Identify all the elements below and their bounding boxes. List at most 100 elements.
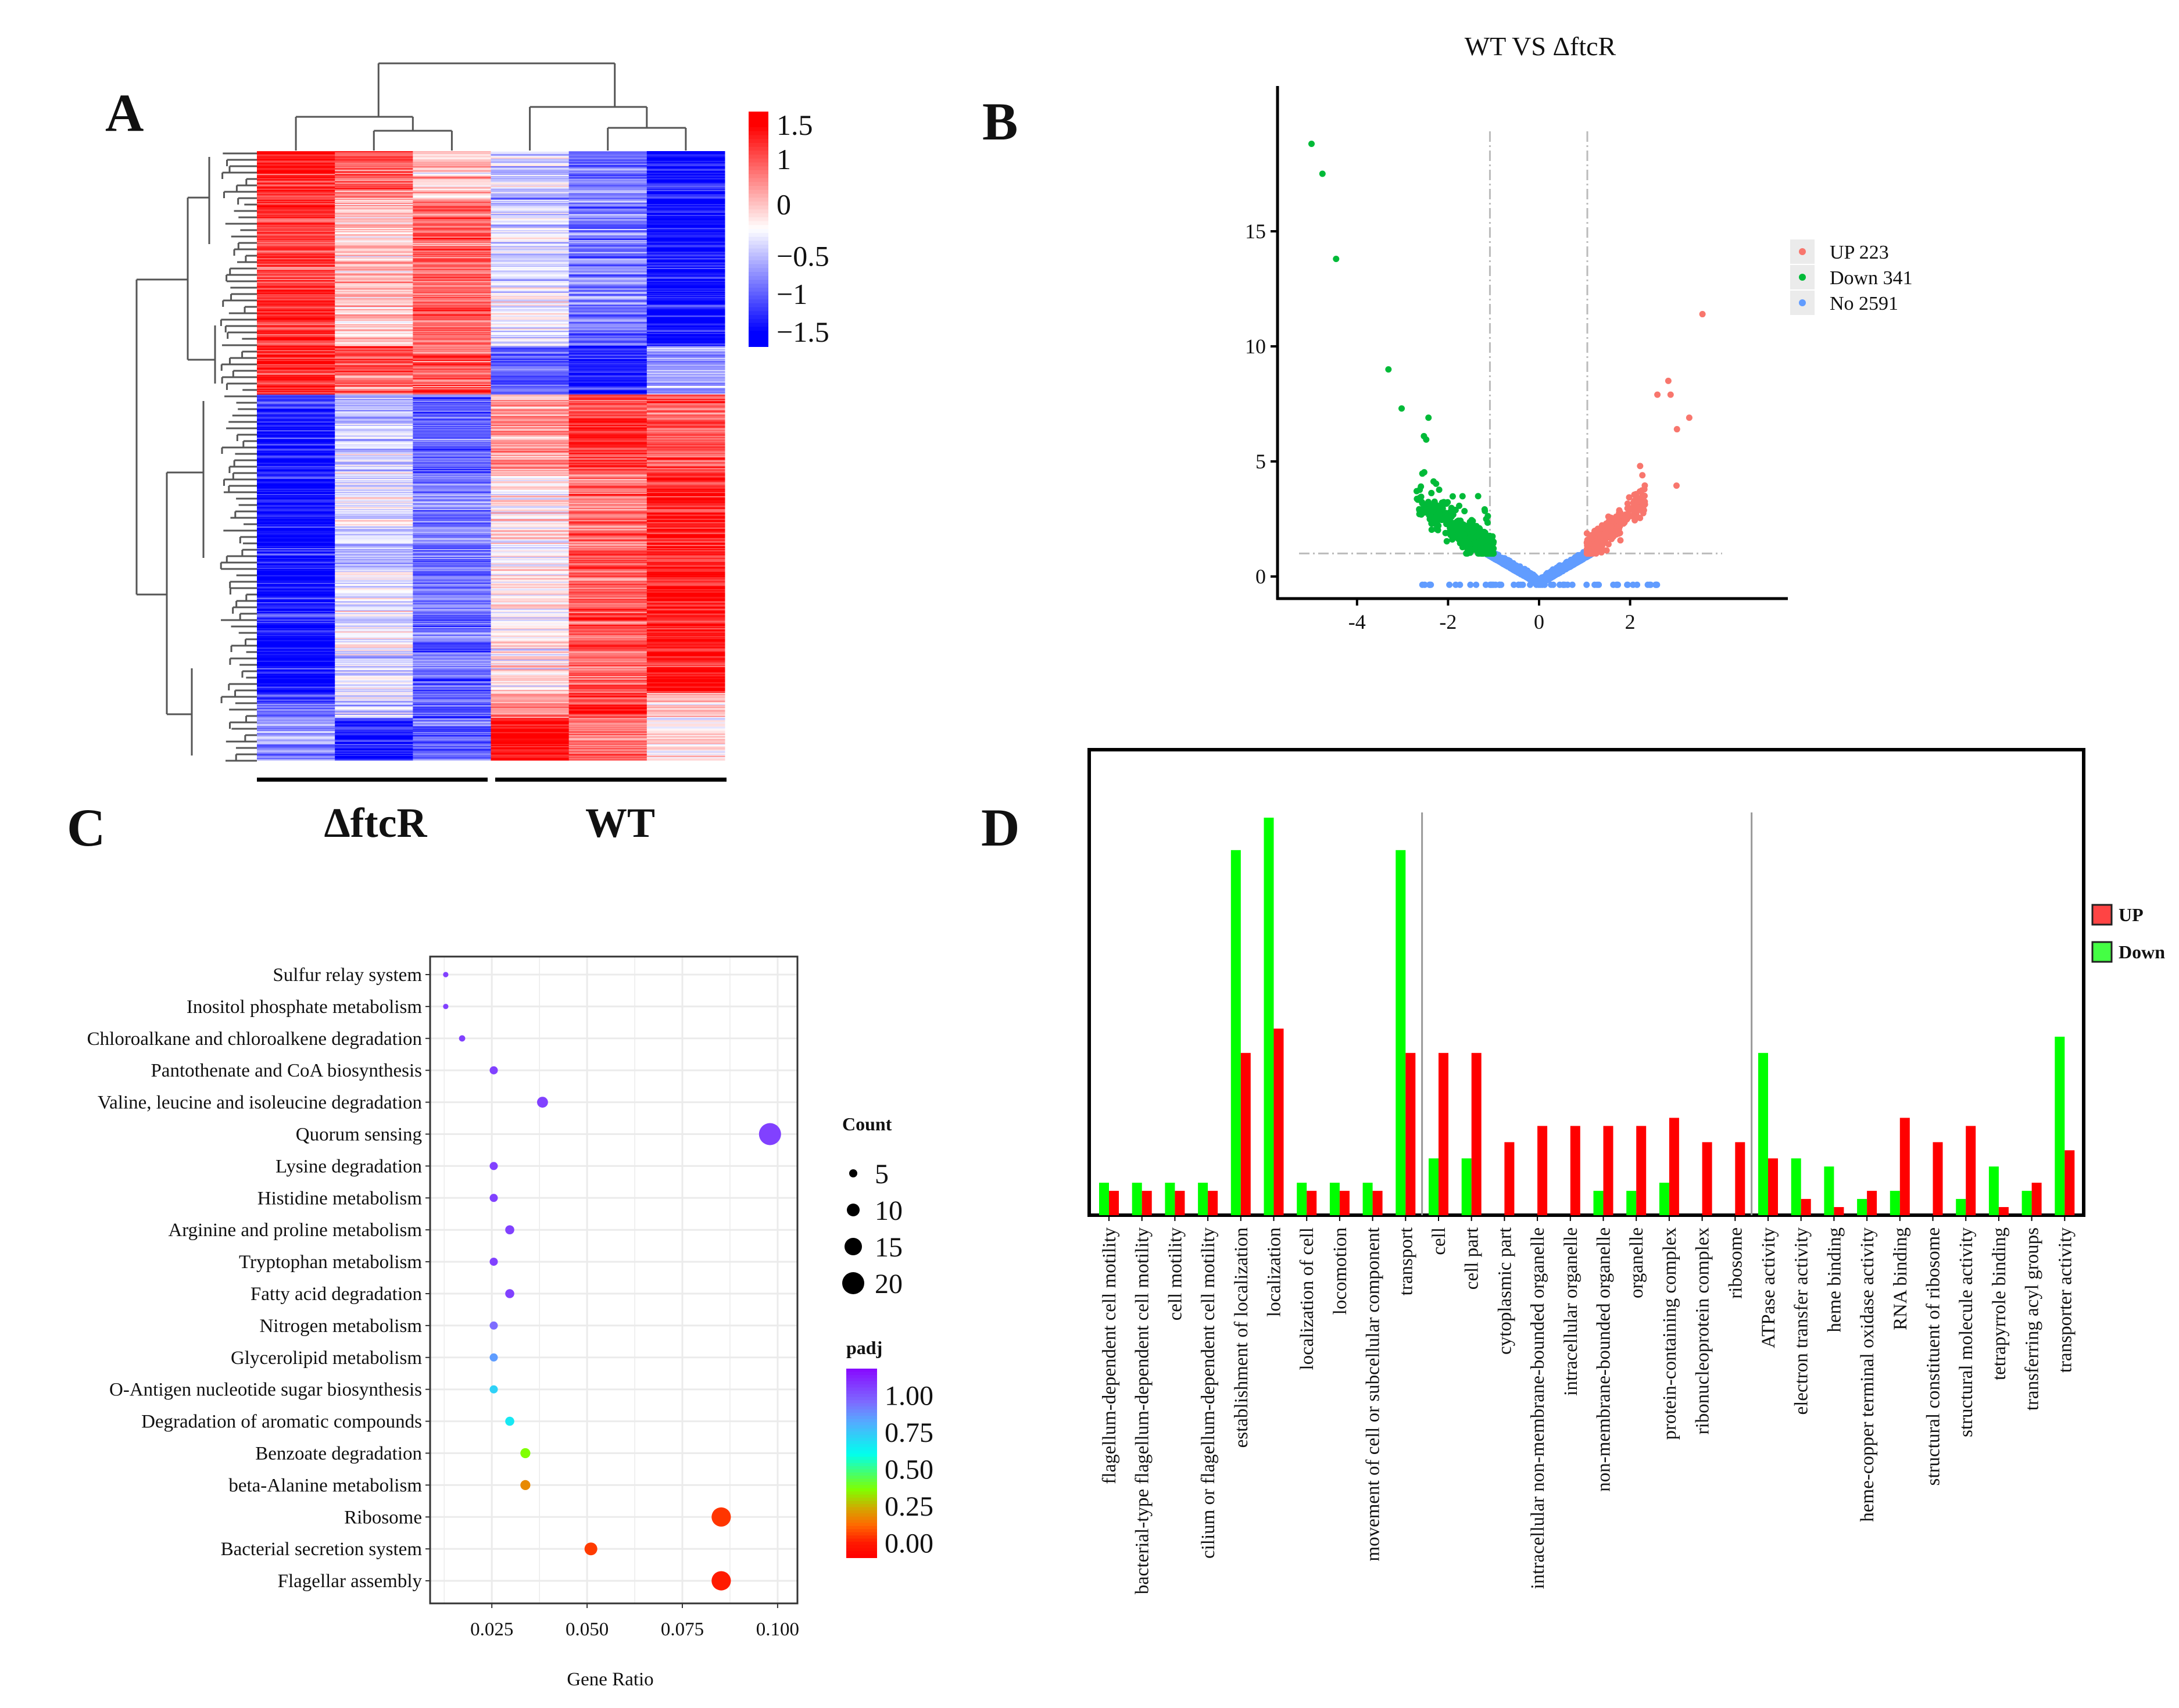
- heatmap-cell: [568, 511, 647, 513]
- heatmap-cell: [491, 666, 570, 668]
- heatmap-cell: [491, 682, 570, 684]
- heatmap-cell: [257, 261, 335, 263]
- heatmap-cell: [568, 607, 647, 610]
- heatmap-cell: [335, 679, 413, 681]
- heatmap-cell: [413, 391, 491, 393]
- heatmap-cell: [646, 456, 725, 458]
- heatmap-cell: [413, 525, 491, 527]
- heatmap-cell: [491, 720, 570, 722]
- heatmap-cell: [335, 474, 413, 477]
- heatmap-cell: [568, 263, 647, 266]
- heatmap-cell: [646, 442, 725, 444]
- heatmap-cell: [491, 689, 570, 690]
- heatmap-cell: [646, 522, 725, 524]
- heatmap-cell: [568, 425, 647, 428]
- heatmap-cell: [491, 714, 570, 717]
- heatmap-cell: [413, 416, 491, 418]
- heatmap-cell: [568, 355, 647, 357]
- heatmap-cell: [491, 527, 570, 529]
- heatmap-cell: [413, 442, 491, 444]
- heatmap-cell: [335, 235, 413, 237]
- heatmap-cell: [646, 288, 725, 290]
- heatmap-cell: [568, 473, 647, 475]
- heatmap-cell: [413, 243, 491, 245]
- heatmap-cell: [335, 281, 413, 282]
- heatmap-cell: [335, 717, 413, 719]
- heatmap-cell: [568, 720, 647, 722]
- heatmap-cell: [257, 723, 335, 725]
- heatmap-cell: [335, 213, 413, 214]
- heatmap-cell: [257, 542, 335, 545]
- heatmap-cell: [257, 220, 335, 222]
- heatmap-cell: [335, 468, 413, 470]
- heatmap-cell: [335, 689, 413, 690]
- heatmap-cell: [646, 556, 725, 557]
- heatmap-cell: [491, 590, 570, 592]
- heatmap-cell: [257, 688, 335, 689]
- heatmap-cell: [335, 467, 413, 469]
- heatmap-cell: [335, 165, 413, 167]
- heatmap-cell: [491, 543, 570, 546]
- heatmap-cell: [257, 588, 335, 590]
- heatmap-cell: [568, 524, 647, 526]
- heatmap-cell: [335, 692, 413, 694]
- heatmap-cell: [568, 325, 647, 327]
- heatmap-cell: [646, 746, 725, 748]
- heatmap-cell: [413, 356, 491, 359]
- heatmap-cell: [413, 154, 491, 156]
- heatmap-cell: [413, 565, 491, 567]
- heatmap-cell: [646, 553, 725, 556]
- heatmap-cell: [646, 560, 725, 562]
- heatmap-cell: [257, 528, 335, 531]
- heatmap-cell: [491, 564, 570, 566]
- heatmap-cell: [335, 223, 413, 225]
- heatmap-cell: [568, 316, 647, 318]
- heatmap-cell: [568, 350, 647, 352]
- heatmap-cell: [568, 444, 647, 446]
- heatmap-cell: [646, 611, 725, 613]
- heatmap-cell: [646, 381, 725, 384]
- heatmap-cell: [335, 484, 413, 486]
- heatmap-cell: [646, 427, 725, 429]
- heatmap-cell: [335, 612, 413, 614]
- heatmap-cell: [491, 246, 570, 248]
- heatmap-cell: [491, 343, 570, 345]
- heatmap-cell: [257, 296, 335, 298]
- heatmap-cell: [568, 574, 647, 576]
- heatmap-cell: [491, 639, 570, 641]
- heatmap-cell: [335, 353, 413, 355]
- heatmap-cell: [646, 382, 725, 384]
- heatmap-cell: [257, 336, 335, 338]
- heatmap-cell: [335, 234, 413, 236]
- heatmap-cell: [568, 581, 647, 583]
- heatmap-cell: [257, 155, 335, 157]
- heatmap-cell: [413, 712, 491, 714]
- heatmap-cell: [646, 370, 725, 371]
- heatmap-cell: [257, 270, 335, 272]
- heatmap-cell: [491, 453, 570, 454]
- heatmap-cell: [646, 753, 725, 755]
- heatmap-cell: [335, 242, 413, 244]
- heatmap-cell: [646, 592, 725, 595]
- heatmap-cell: [646, 371, 725, 374]
- heatmap-cell: [335, 681, 413, 683]
- heatmap-cell: [646, 163, 725, 164]
- heatmap-cell: [491, 332, 570, 335]
- heatmap-cell: [491, 520, 570, 522]
- colorbar-segment: [749, 232, 768, 238]
- heatmap-cell: [491, 384, 570, 385]
- heatmap-cell: [335, 258, 413, 260]
- heatmap-cell: [257, 436, 335, 438]
- heatmap-cell: [257, 620, 335, 621]
- heatmap-cell: [413, 589, 491, 591]
- heatmap-cell: [568, 601, 647, 603]
- heatmap-cell: [257, 631, 335, 633]
- heatmap-cell: [413, 180, 491, 182]
- heatmap-cell: [491, 618, 570, 620]
- heatmap-cell: [413, 729, 491, 731]
- heatmap-cell: [568, 472, 647, 474]
- colorbar-segment: [749, 295, 768, 300]
- heatmap-cell: [646, 353, 725, 355]
- heatmap-cell: [491, 579, 570, 581]
- heatmap-cell: [335, 545, 413, 547]
